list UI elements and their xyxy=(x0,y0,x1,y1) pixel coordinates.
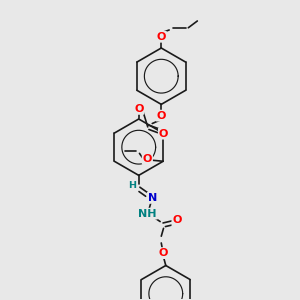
Text: O: O xyxy=(157,32,166,42)
Text: NH: NH xyxy=(139,209,157,219)
Text: N: N xyxy=(148,193,157,203)
Text: O: O xyxy=(172,215,182,225)
Text: O: O xyxy=(157,111,166,121)
Text: O: O xyxy=(143,154,152,164)
Text: H: H xyxy=(128,181,136,190)
Text: O: O xyxy=(159,248,168,258)
Text: O: O xyxy=(159,129,168,139)
Text: O: O xyxy=(134,104,143,114)
